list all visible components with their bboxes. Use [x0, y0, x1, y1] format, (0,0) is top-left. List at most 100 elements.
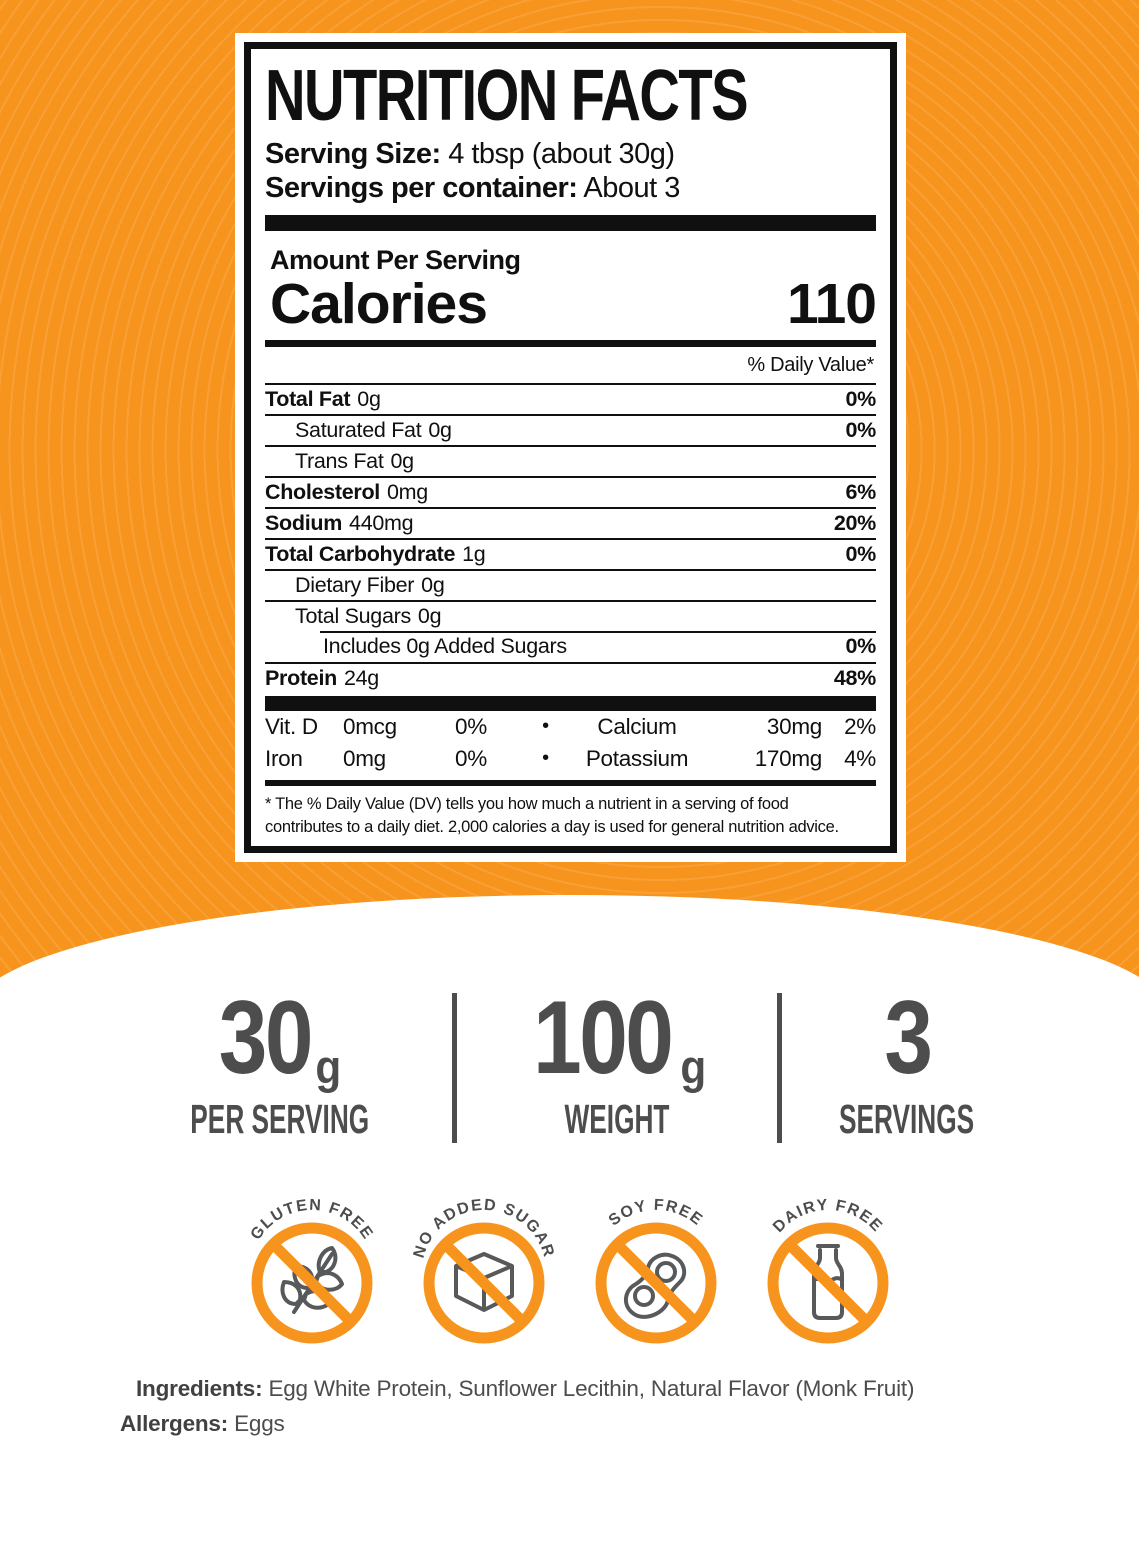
servings-per-container-value: About 3 — [583, 172, 680, 205]
nutrient-row-sodium: Sodium 440mg 20% — [265, 506, 876, 538]
divider-bar-protein — [265, 695, 876, 711]
nutrient-amount: 0g — [428, 417, 452, 442]
footnote-line-1: * The % Daily Value (DV) tells you how m… — [265, 795, 789, 814]
stat-divider — [777, 992, 782, 1143]
stat-value: 30 — [219, 980, 314, 1097]
badges-row: GLUTEN FREE NO ADDED SUGAR — [0, 1172, 1139, 1347]
ingredients-block: Ingredients: Egg White Protein, Sunflowe… — [120, 1372, 1060, 1442]
nutrient-amount: 0g — [357, 386, 381, 411]
ingredients-label: Ingredients: — [136, 1376, 263, 1401]
stat-unit: g — [315, 1040, 342, 1094]
nutrient-dv: 0% — [845, 386, 877, 411]
nutrient-name: Dietary Fiber — [295, 572, 415, 597]
allergens-label: Allergens: — [120, 1410, 229, 1436]
micronutrient-row-1: Vit. D 0mcg 0% • Calcium 30mg 2% — [265, 711, 876, 743]
micro-dv: 0% — [455, 745, 487, 771]
nutrient-name: Trans Fat — [295, 448, 384, 473]
stat-per-serving: 30g PER SERVING — [107, 980, 452, 1143]
nutrition-facts-title: NUTRITION FACTS — [265, 56, 749, 136]
nutrient-dv: 20% — [833, 510, 876, 535]
stat-value: 3 — [883, 980, 933, 1097]
calories-row: Calories 110 — [265, 272, 877, 337]
nutrient-row-cholesterol: Cholesterol 0mg 6% — [265, 475, 877, 507]
amount-per-serving-label: Amount Per Serving — [270, 245, 521, 276]
svg-text:GLUTEN FREE: GLUTEN FREE — [247, 1197, 376, 1243]
badge-no-added-sugar: NO ADDED SUGAR — [404, 1172, 564, 1347]
servings-per-container-line: Servings per container: About 3 — [265, 171, 876, 205]
nutrient-dv: 6% — [845, 479, 877, 504]
nutrient-name: Includes 0g Added Sugars — [323, 633, 567, 658]
nutrient-name: Total Fat — [265, 386, 351, 411]
stats-row: 30g PER SERVING 100 g WEIGHT 3 SERVINGS — [0, 985, 1139, 1150]
micro-dv: 2% — [844, 713, 876, 739]
badge-gluten-free: GLUTEN FREE — [232, 1172, 392, 1347]
micro-dv: 4% — [844, 745, 876, 771]
nutrient-row-trans-fat: Trans Fat 0g — [265, 444, 876, 476]
badge-soy-free: SOY FREE — [576, 1172, 736, 1347]
stat-divider — [452, 992, 457, 1143]
stat-label: SERVINGS — [839, 1095, 975, 1142]
micro-name: Potassium — [585, 745, 689, 771]
servings-per-container-label: Servings per container: — [265, 172, 578, 205]
micro-dv: 0% — [455, 713, 487, 739]
micro-amount: 30mg — [766, 713, 822, 739]
stat-label: PER SERVING — [190, 1095, 369, 1142]
nutrient-name: Saturated Fat — [295, 417, 422, 442]
micro-amount: 0mg — [343, 745, 386, 771]
nutrient-row-dietary-fiber: Dietary Fiber 0g — [265, 568, 876, 600]
calories-value: 110 — [787, 272, 877, 337]
divider-bar-bottom — [265, 779, 876, 787]
nutrient-row-added-sugars: Includes 0g Added Sugars 0% — [265, 630, 876, 662]
serving-size-line: Serving Size: 4 tbsp (about 30g) — [265, 137, 876, 171]
badge-dairy-free: DAIRY FREE — [748, 1172, 908, 1347]
nutrient-dv: 0% — [845, 417, 877, 442]
nutrition-label-card: NUTRITION FACTS Serving Size: 4 tbsp (ab… — [235, 33, 906, 862]
nutrient-dv: 0% — [845, 541, 877, 566]
prohibition-slash — [423, 1222, 544, 1344]
nutrient-name: Total Carbohydrate — [265, 541, 456, 566]
daily-value-header: % Daily Value* — [747, 353, 874, 376]
nutrient-amount: 24g — [343, 665, 379, 690]
stat-value: 100 — [533, 980, 675, 1097]
nutrient-name: Protein — [265, 665, 337, 690]
prohibition-slash — [251, 1222, 372, 1344]
stat-servings: 3 SERVINGS — [782, 980, 1032, 1143]
nutrient-amount: 0g — [421, 572, 445, 597]
stat-unit: g — [680, 1040, 707, 1094]
nutrient-row-saturated-fat: Saturated Fat 0g 0% — [265, 413, 877, 445]
bottom-white-section — [0, 895, 1139, 1545]
nutrient-dv: 48% — [833, 665, 876, 690]
nutrient-row-total-fat: Total Fat 0g 0% — [265, 382, 877, 414]
allergens-value: Eggs — [234, 1410, 285, 1436]
micro-name: Iron — [265, 745, 303, 771]
nutrient-amount: 0g — [417, 603, 442, 628]
micro-amount: 170mg — [754, 745, 823, 771]
nutrient-amount: 440mg — [349, 510, 414, 535]
serving-size-value: 4 tbsp (about 30g) — [448, 138, 675, 171]
nutrient-amount: 0g — [390, 448, 415, 473]
serving-size-label: Serving Size: — [265, 138, 441, 171]
nutrition-label-border: NUTRITION FACTS Serving Size: 4 tbsp (ab… — [244, 42, 897, 853]
stat-weight: 100 g WEIGHT — [457, 980, 777, 1143]
nutrient-row-protein: Protein 24g 48% — [265, 661, 876, 693]
ingredients-line: Ingredients: Egg White Protein, Sunflowe… — [120, 1372, 1060, 1407]
prohibition-slash — [767, 1222, 888, 1344]
bullet-separator: • — [542, 747, 549, 770]
divider-bar-thick — [265, 214, 876, 232]
prohibition-slash — [595, 1222, 716, 1344]
daily-value-footnote: * The % Daily Value (DV) tells you how m… — [265, 793, 876, 838]
nutrient-row-total-sugars: Total Sugars 0g — [265, 599, 876, 631]
bullet-separator: • — [542, 715, 549, 738]
orange-background: NUTRITION FACTS Serving Size: 4 tbsp (ab… — [0, 0, 1139, 1500]
divider-bar-medium — [265, 340, 876, 347]
badge-label: GLUTEN FREE — [247, 1197, 374, 1243]
micro-name: Calcium — [597, 713, 677, 739]
micro-name: Vit. D — [265, 713, 318, 739]
nutrient-name: Total Sugars — [295, 603, 411, 628]
footnote-line-2: contributes to a daily diet. 2,000 calor… — [265, 817, 839, 836]
nutrient-row-total-carbohydrate: Total Carbohydrate 1g 0% — [265, 537, 877, 569]
nutrient-name: Cholesterol — [265, 479, 380, 504]
stat-label: WEIGHT — [564, 1095, 670, 1142]
nutrient-amount: 0mg — [386, 479, 428, 504]
calories-label: Calories — [270, 272, 488, 337]
